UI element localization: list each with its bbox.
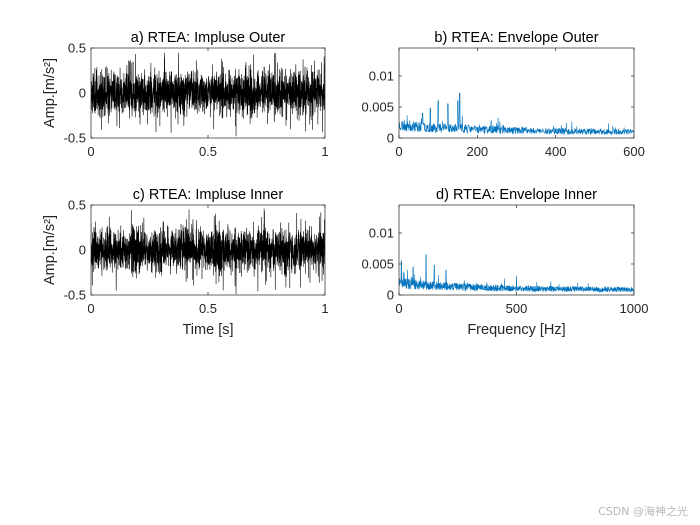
x-tick-label: 500 [506,301,528,316]
watermark: CSDN @海神之光 [598,505,688,518]
x-tick-label: 600 [623,144,645,159]
x-tick-label: 1 [321,301,328,316]
y-tick-label: 0.01 [369,68,394,83]
y-tick-label: 0.01 [369,225,394,240]
x-axis-label: Frequency [Hz] [467,322,565,338]
x-tick-label: 200 [466,144,488,159]
y-tick-label: 0 [387,131,394,146]
subplot-title: a) RTEA: Impluse Outer [131,30,286,46]
y-axis-label: Amp.[m/s²] [42,215,58,285]
y-axis-label: Amp.[m/s²] [42,58,58,128]
x-tick-label: 1000 [620,301,649,316]
series-line [399,93,634,135]
subplot-title: d) RTEA: Envelope Inner [436,187,597,203]
y-tick-label: 0 [79,86,86,101]
subplot-4: 0 500 1000 0 0.005 0.01 d) RTEA: Envelope Inne… [361,187,648,338]
x-tick-label: 1 [321,144,328,159]
y-tick-label: 0.5 [68,41,86,56]
axes-box [398,47,635,139]
y-tick-label: 0.005 [361,256,394,271]
y-tick-label: -0.5 [64,131,86,146]
x-tick-label: 0.5 [199,301,217,316]
series-line [399,254,634,294]
y-tick-label: 0 [387,288,394,303]
subplot-1: 0 0.5 1-0.500.5a) RTEA: Impluse OuterAmp.[… [42,30,329,159]
subplot-title: c) RTEA: Impluse Inner [133,187,284,203]
subplot-title: b) RTEA: Envelope Outer [434,30,598,46]
y-tick-label: 0.005 [361,99,394,114]
x-tick-label: 0 [395,301,402,316]
x-tick-label: 400 [545,144,567,159]
series-line [91,52,325,137]
y-tick-label: -0.5 [64,288,86,303]
series-line [91,208,325,295]
x-tick-label: 0.5 [199,144,217,159]
x-tick-label: 0 [395,144,402,159]
subplot-2: 0 200 400 600 0 0.005 0.01 b) RTEA: Envelope Ou… [361,30,644,159]
subplot-3: 0 0.5 1-0.500.5c) RTEA: Impluse InnerTime … [42,187,329,338]
y-tick-label: 0 [79,243,86,258]
y-tick-label: 0.5 [68,198,86,213]
x-axis-label: Time [s] [182,322,233,338]
x-tick-label: 0 [87,301,94,316]
x-tick-label: 0 [87,144,94,159]
